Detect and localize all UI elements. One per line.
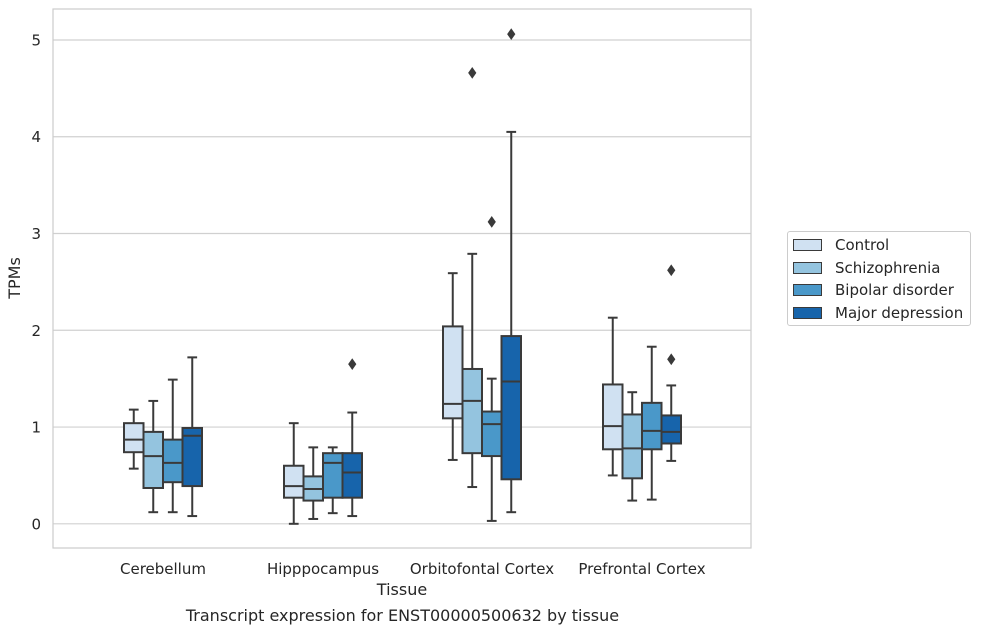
box-iqr [181, 427, 203, 488]
y-tick-label-0: 0 [31, 515, 41, 533]
legend-label-bipolar-disorder: Bipolar disorder [835, 281, 954, 299]
legend-item-bipolar-disorder: Bipolar disorder [793, 280, 954, 300]
box-iqr [162, 438, 184, 484]
legend-item-control: Control [793, 235, 889, 255]
y-tick-label-5: 5 [31, 31, 41, 49]
x-tick-label-hipppocampus: Hipppocampus [267, 560, 379, 578]
y-tick-label-1: 1 [31, 419, 41, 437]
y-tick-label-2: 2 [31, 322, 41, 340]
legend-label-schizophrenia: Schizophrenia [835, 259, 941, 277]
figure-caption: Transcript expression for ENST0000050063… [185, 606, 620, 625]
box-major-depression-cerebellum [181, 356, 203, 518]
outlier-point [507, 28, 516, 41]
legend-swatch-control [793, 239, 822, 251]
legend-swatch-bipolar-disorder [793, 284, 822, 296]
box-iqr [341, 452, 363, 499]
box-control-cerebellum [123, 408, 145, 470]
box-iqr [641, 401, 663, 451]
box-iqr [621, 413, 643, 480]
box-schizophrenia-hipppocampus [302, 446, 324, 520]
outlier-point [468, 66, 477, 79]
x-tick-label-cerebellum: Cerebellum [120, 560, 206, 578]
box-series [123, 28, 682, 525]
y-axis-ticks: 0 1 2 3 4 5 [31, 31, 41, 533]
y-axis-label: TPMs [5, 257, 24, 300]
box-control-orbitofontal-cortex [442, 272, 464, 461]
x-tick-label-prefrontal-cortex: Prefrontal Cortex [578, 560, 705, 578]
y-tick-label-4: 4 [31, 128, 41, 146]
box-iqr [660, 414, 682, 445]
outlier-point [667, 264, 676, 277]
legend: Control Schizophrenia Bipolar disorder M… [787, 231, 971, 326]
x-axis-label: Tissue [376, 580, 427, 599]
box-bipolar-disorder-orbitofontal-cortex [481, 216, 503, 522]
box-iqr [461, 367, 483, 455]
box-iqr [283, 464, 305, 499]
legend-swatch-major-depression [793, 307, 822, 319]
box-bipolar-disorder-hipppocampus [322, 446, 344, 515]
box-iqr [602, 383, 624, 451]
x-axis-ticks: Cerebellum Hipppocampus Orbitofontal Corte… [120, 560, 706, 578]
box-iqr [142, 430, 164, 490]
box-major-depression-orbitofontal-cortex [500, 28, 522, 514]
legend-item-major-depression: Major depression [793, 303, 963, 323]
outlier-point [348, 358, 357, 371]
outlier-point [667, 353, 676, 366]
box-iqr [322, 452, 344, 499]
gridlines [53, 39, 751, 525]
box-major-depression-prefrontal-cortex [660, 264, 682, 462]
box-schizophrenia-cerebellum [142, 399, 164, 514]
legend-label-control: Control [835, 236, 890, 254]
legend-label-major-depression: Major depression [835, 304, 964, 322]
legend-item-schizophrenia: Schizophrenia [793, 258, 940, 278]
plot-frame [52, 8, 752, 549]
outlier-point [487, 216, 496, 228]
legend-swatch-schizophrenia [793, 262, 822, 274]
box-iqr [500, 335, 522, 481]
x-tick-label-orbitofontal-cortex: Orbitofontal Cortex [410, 560, 554, 578]
y-tick-label-3: 3 [31, 225, 41, 243]
box-bipolar-disorder-prefrontal-cortex [641, 345, 663, 501]
box-iqr [123, 422, 145, 454]
box-major-depression-hipppocampus [341, 358, 363, 518]
box-iqr [481, 410, 503, 458]
